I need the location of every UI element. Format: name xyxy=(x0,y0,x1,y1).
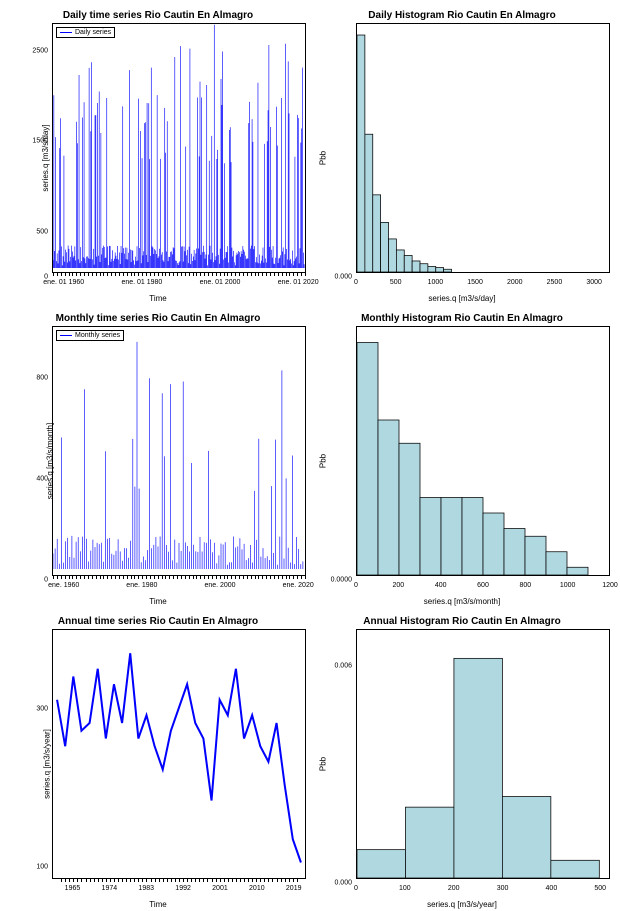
title-monthly-ts: Monthly time series Rio Cautin En Almagr… xyxy=(10,313,306,324)
plot-monthly-ts: Monthly series xyxy=(52,326,306,576)
xlabel: Time xyxy=(149,597,166,606)
legend: Daily series xyxy=(56,27,115,38)
title-monthly-hist: Monthly Histogram Rio Cautin En Almagro xyxy=(314,313,610,324)
title-annual-ts: Annual time series Rio Cautin En Almagro xyxy=(10,616,306,627)
title-annual-hist: Annual Histogram Rio Cautin En Almagro xyxy=(314,616,610,627)
xticks: 050010001500200025003000 xyxy=(356,279,610,291)
legend-line-icon xyxy=(60,32,72,33)
title-daily-ts: Daily time series Rio Cautin En Almagro xyxy=(10,10,306,21)
xticks: 020040060080010001200 xyxy=(356,582,610,594)
xlabel: Time xyxy=(149,900,166,909)
xlabel: Time xyxy=(149,294,166,303)
ylabel: Pbb xyxy=(319,756,328,770)
title-daily-hist: Daily Histogram Rio Cautin En Almagro xyxy=(314,10,610,21)
xticks: ene. 1960ene. 1980ene. 2000ene. 2020 xyxy=(52,582,306,594)
xticks: 0100200300400500 xyxy=(356,885,610,897)
yticks: 0.0000.006 xyxy=(338,630,354,883)
plot-daily-ts: Daily series xyxy=(52,23,306,273)
chart-grid: Daily time series Rio Cautin En Almagro … xyxy=(10,10,610,510)
plot-daily-hist xyxy=(356,23,610,273)
ylabel: Pbb xyxy=(319,453,328,467)
yticks: 050015002500 xyxy=(34,24,50,277)
xlabel: series.q [m3/s/day] xyxy=(428,294,495,303)
plot-annual-hist xyxy=(356,629,610,879)
plot-monthly-hist xyxy=(356,326,610,576)
xticks: ene. 01 1960ene. 01 1980ene. 01 2000ene.… xyxy=(52,279,306,291)
yticks: 100300 xyxy=(34,630,50,883)
legend-line-icon xyxy=(60,335,72,336)
xticks: 1965197419831992200120102019 xyxy=(52,885,306,897)
yticks: 0.000 xyxy=(338,24,354,277)
xlabel: series.q [m3/s/year] xyxy=(427,900,497,909)
plot-annual-ts xyxy=(52,629,306,879)
panel-daily-hist: Daily Histogram Rio Cautin En Almagro Pb… xyxy=(314,10,610,305)
legend-label: Daily series xyxy=(75,29,111,36)
panel-annual-ts: Annual time series Rio Cautin En Almagro… xyxy=(10,616,306,911)
xlabel: series.q [m3/s/month] xyxy=(424,597,500,606)
legend-label: Monthly series xyxy=(75,332,120,339)
panel-monthly-ts: Monthly time series Rio Cautin En Almagr… xyxy=(10,313,306,608)
ylabel: Pbb xyxy=(319,150,328,164)
legend: Monthly series xyxy=(56,330,124,341)
yticks: 0.0000 xyxy=(338,327,354,580)
panel-daily-ts: Daily time series Rio Cautin En Almagro … xyxy=(10,10,306,305)
panel-monthly-hist: Monthly Histogram Rio Cautin En Almagro … xyxy=(314,313,610,608)
yticks: 0400800 xyxy=(34,327,50,580)
panel-annual-hist: Annual Histogram Rio Cautin En Almagro P… xyxy=(314,616,610,911)
